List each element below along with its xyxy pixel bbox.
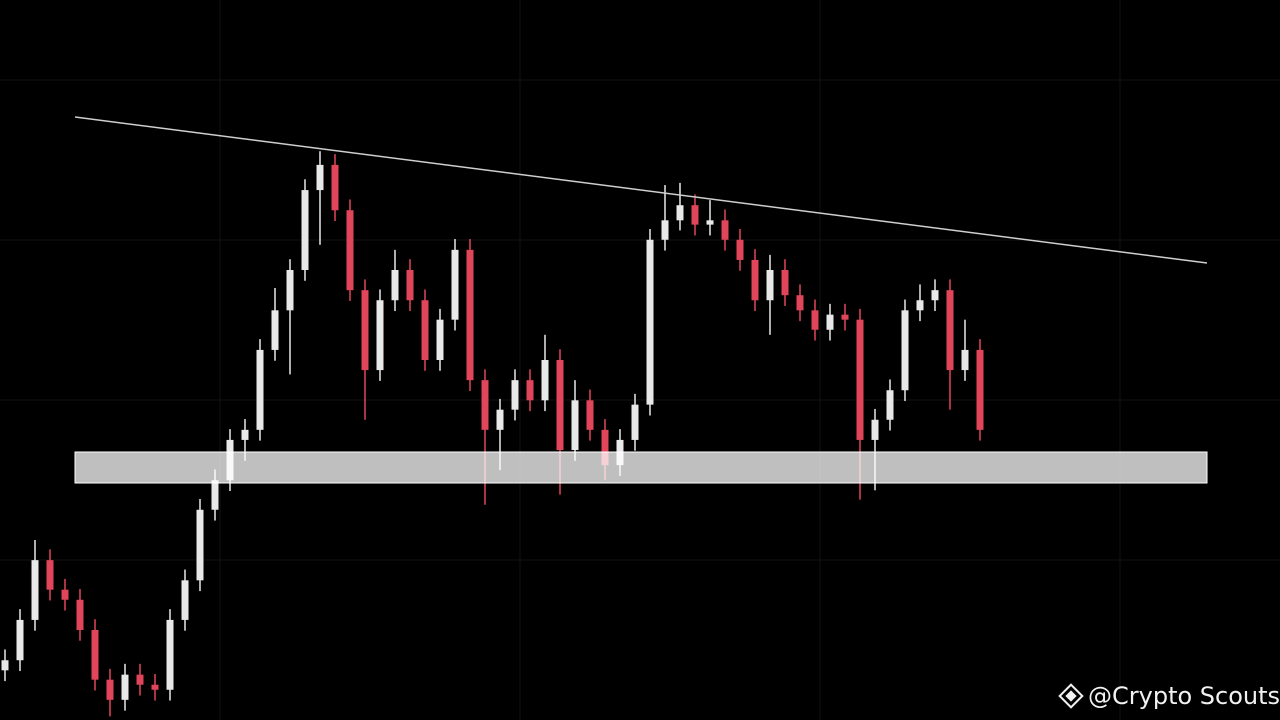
candle-body	[691, 205, 699, 225]
candle-body	[436, 319, 444, 360]
candle-body	[721, 220, 729, 240]
trend-line	[74, 116, 1208, 264]
candle-body	[676, 205, 684, 221]
watermark: @Crypto Scouts	[1058, 682, 1280, 710]
candle-body	[571, 400, 579, 450]
candle-body	[181, 580, 189, 620]
candle-body	[961, 349, 969, 371]
candle-body	[886, 390, 894, 420]
candle-body	[736, 239, 744, 260]
candle-body	[61, 589, 69, 600]
candles	[1, 151, 984, 717]
support-zone	[74, 451, 1208, 484]
candle-body	[646, 239, 654, 405]
candle-body	[871, 419, 879, 440]
candle-body	[91, 630, 99, 680]
candle-body	[811, 310, 819, 330]
candle-body	[481, 380, 489, 430]
candle-body	[706, 220, 714, 225]
candle-body	[781, 270, 789, 296]
candle-body	[511, 380, 519, 410]
candle-body	[391, 270, 399, 301]
candle-body	[496, 409, 504, 430]
candle-body	[556, 360, 564, 450]
candle-body	[151, 684, 159, 690]
candle-body	[106, 679, 114, 700]
candle-body	[631, 404, 639, 440]
candle-body	[916, 300, 924, 311]
candle-body	[796, 295, 804, 311]
candle-body	[601, 429, 609, 466]
candle-body	[766, 270, 774, 301]
candle-body	[271, 310, 279, 350]
candle-body	[541, 360, 549, 401]
candle-body	[526, 380, 534, 401]
candle-body	[946, 290, 954, 371]
candle-body	[406, 270, 414, 301]
candle-body	[16, 619, 24, 661]
candle-body	[46, 560, 54, 590]
candle-body	[241, 429, 249, 440]
candle-body	[826, 314, 834, 330]
watermark-icon	[1058, 683, 1084, 709]
candle-body	[301, 190, 309, 270]
candle-body	[931, 290, 939, 301]
candle-body	[421, 300, 429, 360]
candle-body	[901, 310, 909, 391]
candle-body	[346, 210, 354, 291]
candle-body	[586, 400, 594, 430]
candle-body	[751, 259, 759, 301]
candle-body	[136, 674, 144, 685]
candle-body	[661, 220, 669, 240]
candle-body	[286, 270, 294, 311]
candle-body	[466, 249, 474, 381]
candle-body	[211, 480, 219, 510]
candle-body	[841, 314, 849, 320]
candle-body	[376, 300, 384, 371]
candle-body	[856, 319, 864, 440]
candle-body	[166, 619, 174, 690]
candle-body	[976, 349, 984, 430]
watermark-text: @Crypto Scouts	[1088, 682, 1280, 710]
candle-body	[76, 599, 84, 630]
candle-body	[361, 290, 369, 371]
candle-body	[1, 660, 9, 671]
candle-body	[316, 164, 324, 191]
candle-body	[196, 509, 204, 581]
candle-body	[256, 349, 264, 430]
candle-body	[451, 249, 459, 320]
candle-body	[331, 164, 339, 211]
candle-body	[31, 560, 39, 620]
candle-body	[121, 674, 129, 700]
